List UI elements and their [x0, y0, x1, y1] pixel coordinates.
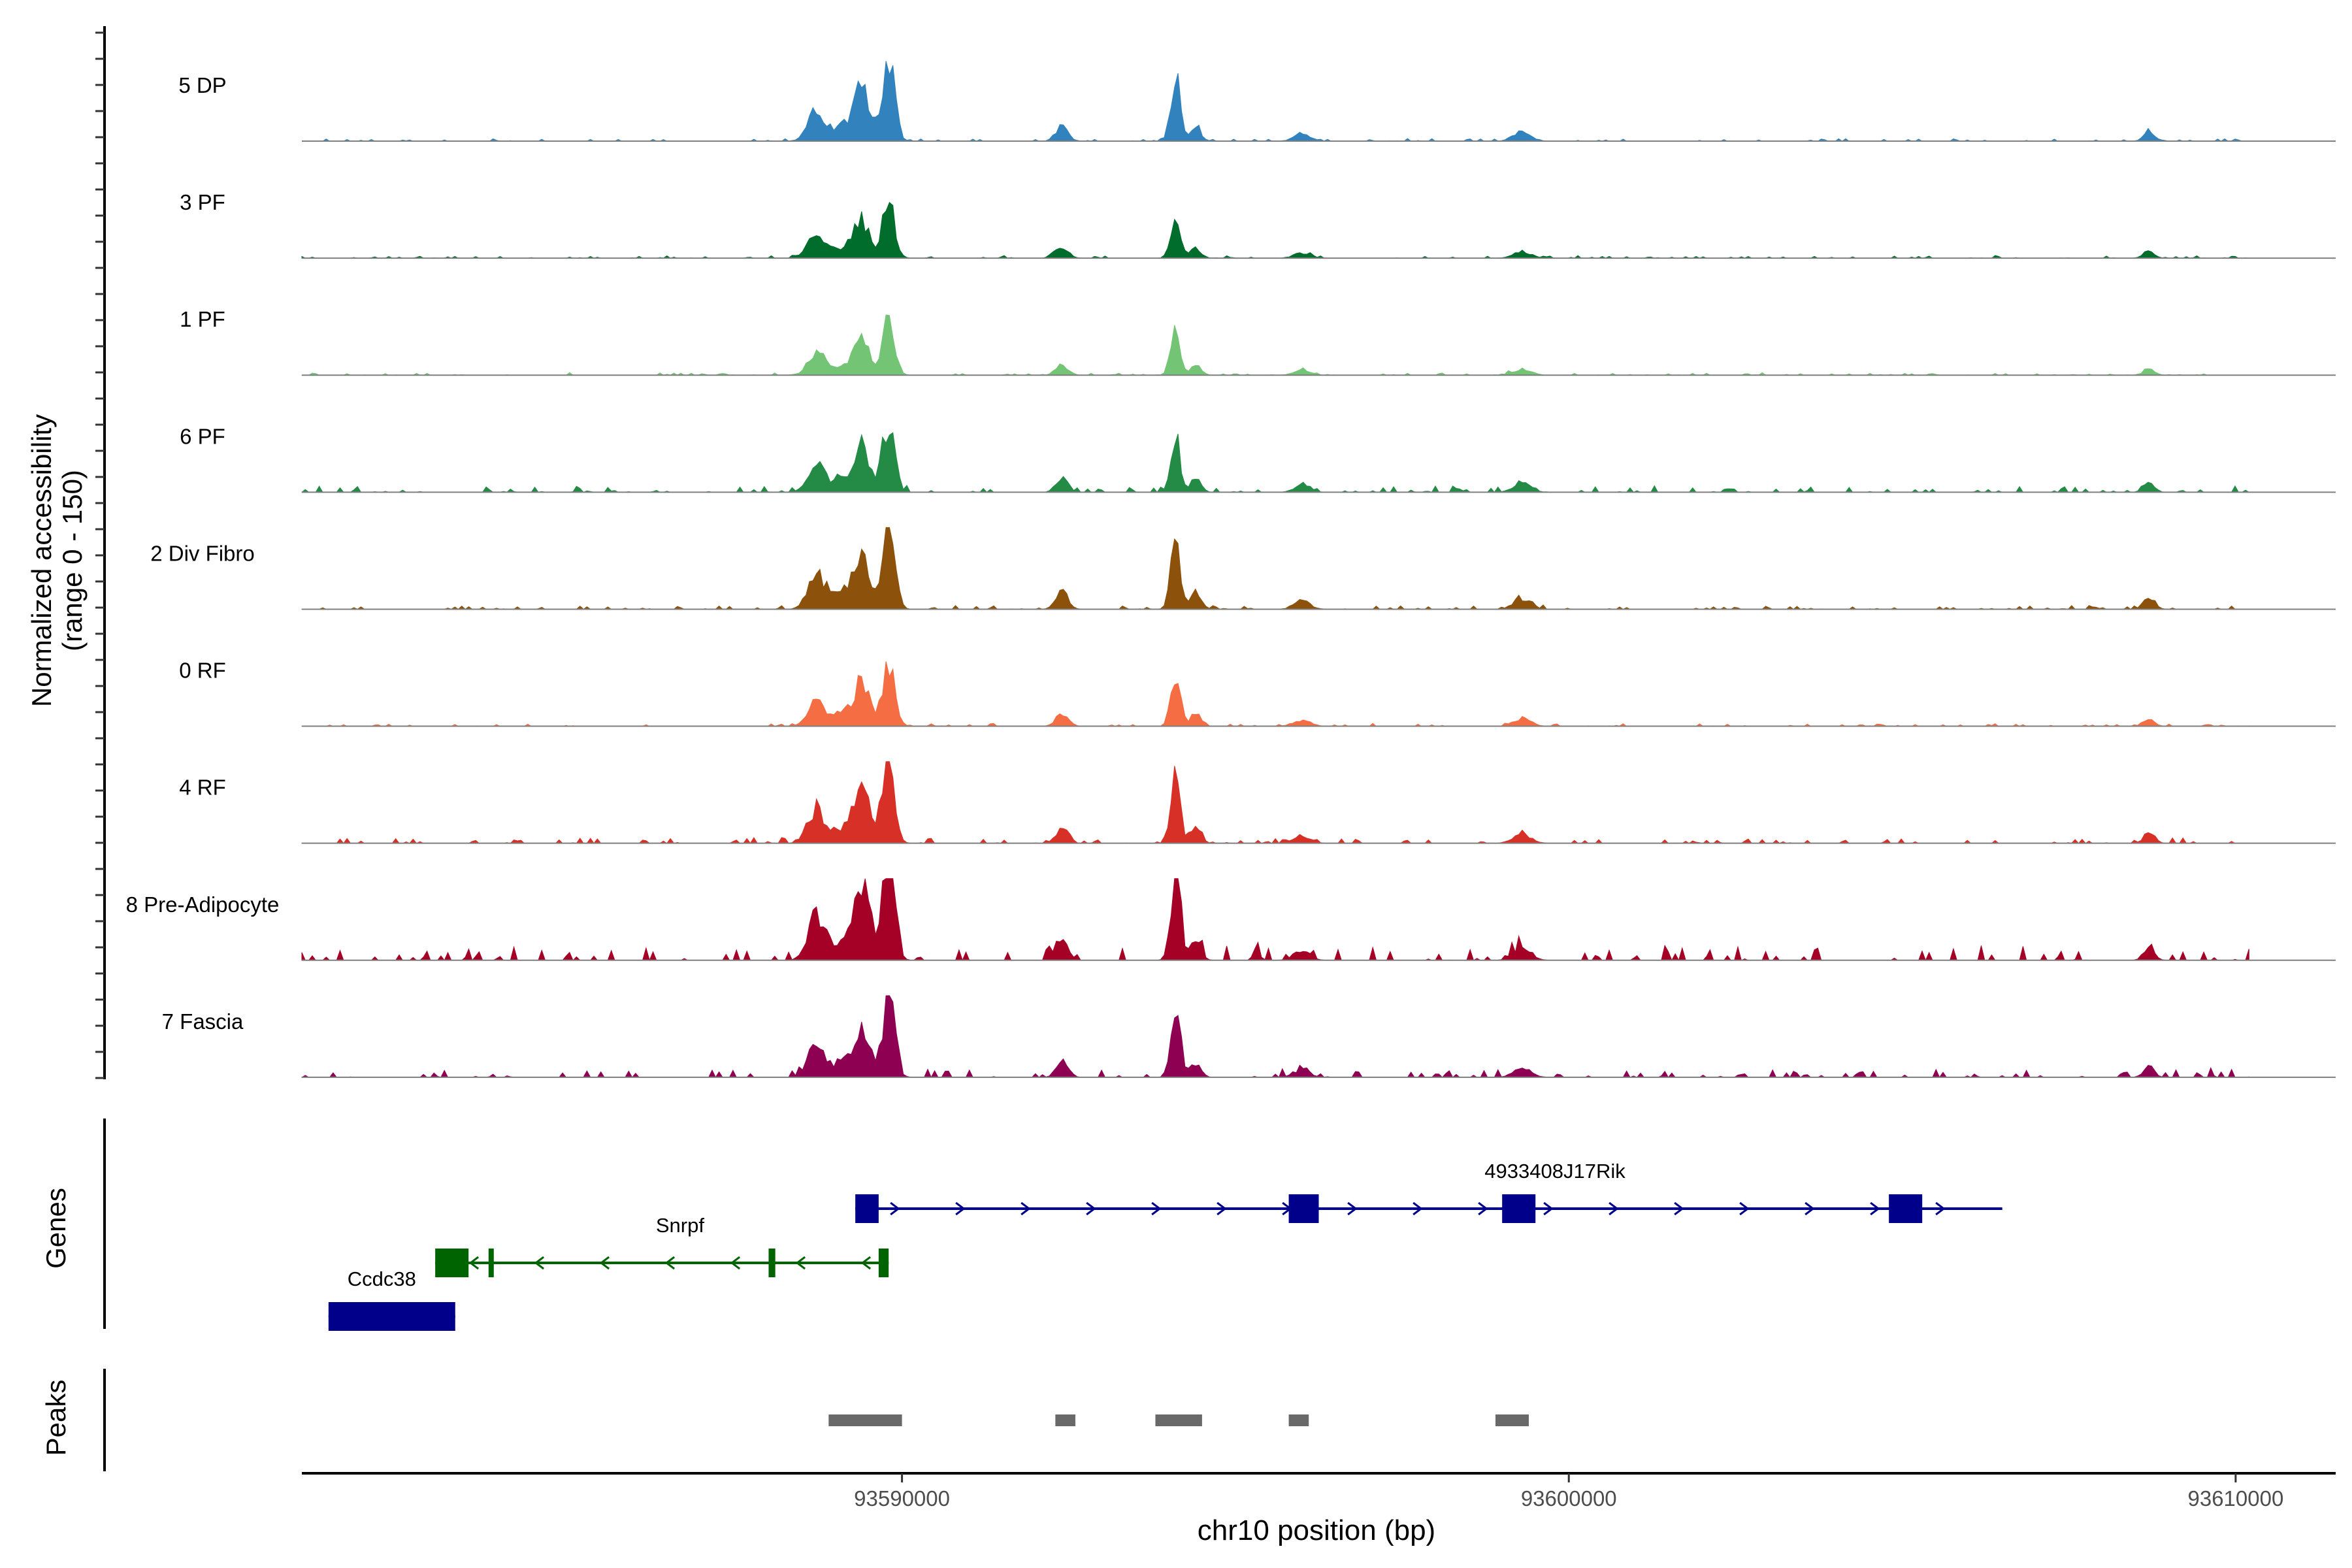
gene-exon	[488, 1249, 494, 1277]
gene-exon	[328, 1302, 455, 1331]
coverage-track: 5 DP	[178, 61, 2336, 142]
coverage-track: 1 PF	[180, 307, 2336, 376]
track-label: 2 Div Fibro	[150, 541, 255, 565]
strand-chevron	[468, 1256, 480, 1270]
coverage-panel: 5 DP 3 PF 1 PF 6 PF 2 Div Fibro 0 RF 4 RF 8 Pre…	[95, 26, 2336, 1079]
strand-chevron	[534, 1256, 545, 1270]
strand-chevron	[664, 1256, 676, 1270]
strand-chevron	[730, 1256, 741, 1270]
peak-region	[1495, 1414, 1529, 1426]
strand-chevron	[1478, 1201, 1488, 1216]
coverage-track: 7 Fascia	[162, 995, 2336, 1079]
strand-chevron	[1021, 1201, 1031, 1216]
coverage-ylabel-line2: (range 0 - 150)	[57, 470, 88, 651]
x-axis-title: chr10 position (bp)	[1198, 1514, 1435, 1546]
peak-region	[1155, 1414, 1202, 1426]
gene-exon	[768, 1249, 776, 1277]
gene-exon	[1502, 1194, 1536, 1223]
coverage-track: 2 Div Fibro	[150, 527, 2336, 610]
coverage-track: 3 PF	[180, 190, 2336, 259]
strand-chevron	[890, 1201, 900, 1216]
track-label: 4 RF	[179, 776, 226, 800]
strand-chevron	[1086, 1201, 1096, 1216]
strand-chevron	[1805, 1201, 1815, 1216]
x-axis: 93590000 93600000 93610000	[302, 1472, 2336, 1511]
peaks-ylabel: Peaks	[41, 1380, 71, 1456]
track-label: 1 PF	[180, 307, 225, 331]
x-tick-label: 93590000	[854, 1486, 950, 1511]
gene-exon	[855, 1194, 879, 1223]
track-label: 3 PF	[180, 190, 225, 214]
coverage-track: 8 Pre-Adipocyte	[126, 878, 2336, 962]
strand-chevron	[1674, 1201, 1684, 1216]
strand-chevron	[1413, 1201, 1423, 1216]
track-label: 7 Fascia	[162, 1009, 244, 1034]
track-label: 0 RF	[179, 659, 226, 683]
strand-chevron	[955, 1201, 966, 1216]
coverage-ylabel-line1: Normalized accessibility	[26, 414, 57, 707]
strand-chevron	[1217, 1201, 1227, 1216]
peak-region	[828, 1414, 902, 1426]
x-tick-label: 93610000	[2187, 1486, 2283, 1511]
strand-chevron	[599, 1256, 610, 1270]
coverage-track: 0 RF	[179, 659, 2336, 727]
coverage-track: 4 RF	[179, 761, 2336, 844]
gene-exon	[1889, 1194, 1923, 1223]
gene-name-label: 4933408J17Rik	[1484, 1160, 1625, 1183]
gene-name-label: Snrpf	[656, 1214, 704, 1237]
strand-chevron	[1543, 1201, 1554, 1216]
genes-ylabel: Genes	[41, 1188, 71, 1269]
strand-chevron	[795, 1256, 806, 1270]
strand-chevron	[1870, 1201, 1880, 1216]
gene-model: Snrpf	[435, 1214, 889, 1277]
peaks-panel	[103, 1369, 1529, 1471]
track-label: 5 DP	[178, 73, 226, 97]
strand-chevron	[1935, 1201, 1946, 1216]
peak-region	[1288, 1414, 1309, 1426]
gene-exon	[435, 1249, 469, 1277]
gene-model: 4933408J17Rik	[855, 1160, 2002, 1223]
strand-chevron	[860, 1256, 872, 1270]
gene-name-label: Ccdc38	[348, 1267, 416, 1290]
x-tick-label: 93600000	[1521, 1486, 1617, 1511]
peak-region	[1055, 1414, 1075, 1426]
strand-chevron	[1151, 1201, 1162, 1216]
strand-chevron	[1609, 1201, 1619, 1216]
gene-exon	[878, 1249, 889, 1277]
strand-chevron	[1347, 1201, 1358, 1216]
gene-exon	[1288, 1194, 1319, 1223]
gene-model: Ccdc38	[328, 1267, 455, 1331]
track-label: 8 Pre-Adipocyte	[126, 892, 280, 917]
track-label: 6 PF	[180, 424, 225, 448]
strand-chevron	[1739, 1201, 1750, 1216]
genes-panel: 4933408J17Rik Snrpf Ccdc38	[103, 1119, 2002, 1331]
coverage-track: 6 PF	[180, 424, 2336, 493]
